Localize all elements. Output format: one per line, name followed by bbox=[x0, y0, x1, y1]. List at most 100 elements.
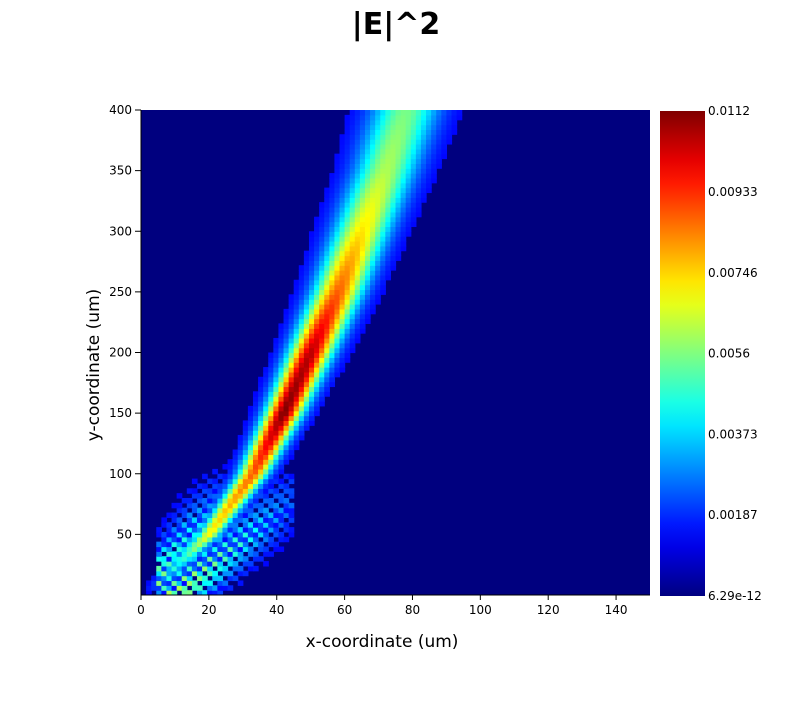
heatmap-cell bbox=[252, 527, 259, 533]
heatmap-cell bbox=[232, 498, 239, 504]
heatmap-cell bbox=[196, 531, 203, 538]
heatmap-cell bbox=[196, 498, 203, 504]
heatmap-cell bbox=[359, 260, 366, 266]
heatmap-cell bbox=[354, 134, 361, 140]
heatmap-cell bbox=[324, 236, 330, 242]
heatmap-cell bbox=[303, 294, 310, 300]
heatmap-cell bbox=[410, 187, 417, 194]
heatmap-cell bbox=[324, 323, 330, 329]
heatmap-cell bbox=[242, 483, 249, 489]
heatmap-cell bbox=[375, 158, 381, 164]
heatmap-cell bbox=[426, 114, 432, 121]
heatmap-cell bbox=[161, 590, 168, 595]
heatmap-cell bbox=[334, 250, 341, 257]
heatmap-cell bbox=[298, 401, 305, 407]
heatmap-cell bbox=[344, 289, 351, 295]
heatmap-cell bbox=[242, 430, 249, 436]
heatmap-cell bbox=[247, 430, 254, 436]
heatmap-cell bbox=[395, 221, 402, 227]
heatmap-cell bbox=[232, 565, 239, 572]
heatmap-cell bbox=[344, 255, 351, 261]
heatmap-cell bbox=[146, 590, 152, 595]
heatmap-cell bbox=[380, 197, 386, 203]
heatmap-cell bbox=[324, 337, 330, 344]
heatmap-cell bbox=[349, 308, 356, 315]
heatmap-cell bbox=[212, 488, 218, 494]
heatmap-cell bbox=[252, 522, 259, 528]
heatmap-cell bbox=[354, 323, 361, 329]
heatmap-cell bbox=[390, 163, 397, 169]
heatmap-cell bbox=[349, 139, 356, 145]
heatmap-cell bbox=[426, 163, 432, 169]
heatmap-cell bbox=[395, 139, 402, 145]
heatmap-cell bbox=[263, 493, 269, 499]
heatmap-cell bbox=[349, 328, 356, 334]
heatmap-cell bbox=[370, 211, 376, 218]
heatmap-cell bbox=[202, 531, 208, 538]
heatmap-cell bbox=[252, 434, 259, 441]
heatmap-cell bbox=[405, 207, 412, 213]
heatmap-cell bbox=[364, 226, 371, 232]
heatmap-cell bbox=[354, 173, 361, 179]
heatmap-cell bbox=[237, 478, 244, 485]
heatmap-cell bbox=[303, 279, 310, 286]
heatmap-cell bbox=[446, 119, 453, 126]
heatmap-cell bbox=[196, 536, 203, 543]
heatmap-cell bbox=[441, 143, 447, 150]
heatmap-cell bbox=[278, 337, 285, 344]
heatmap-cell bbox=[349, 294, 356, 300]
heatmap-cell bbox=[278, 323, 285, 329]
heatmap-cell bbox=[314, 391, 320, 397]
heatmap-cell bbox=[263, 522, 269, 528]
heatmap-cell bbox=[405, 134, 412, 140]
heatmap-cell bbox=[232, 493, 239, 499]
heatmap-cell bbox=[400, 143, 407, 150]
heatmap-cell bbox=[247, 405, 254, 412]
heatmap-cell bbox=[380, 260, 386, 266]
heatmap-cell bbox=[344, 139, 351, 145]
heatmap-cell bbox=[263, 478, 269, 485]
heatmap-cell bbox=[237, 434, 244, 441]
heatmap-cell bbox=[237, 488, 244, 494]
heatmap-cell bbox=[181, 580, 188, 586]
heatmap-cell bbox=[395, 250, 402, 257]
heatmap-cell bbox=[349, 187, 356, 194]
heatmap-cell bbox=[217, 580, 224, 586]
heatmap-cell bbox=[410, 139, 417, 145]
heatmap-cell bbox=[247, 561, 254, 567]
heatmap-cell bbox=[319, 352, 325, 358]
heatmap-cell bbox=[334, 158, 341, 164]
heatmap-cell bbox=[217, 590, 224, 595]
heatmap-cell bbox=[263, 468, 269, 475]
heatmap-cell bbox=[232, 478, 239, 485]
heatmap-cell bbox=[242, 541, 249, 548]
heatmap-cell bbox=[273, 541, 280, 548]
colorbar-tick-label: 0.0056 bbox=[708, 347, 750, 361]
heatmap-cell bbox=[354, 337, 361, 344]
heatmap-cell bbox=[171, 531, 178, 538]
heatmap-cell bbox=[298, 270, 305, 276]
heatmap-cell bbox=[446, 114, 453, 121]
heatmap-cell bbox=[227, 512, 234, 518]
heatmap-cell bbox=[232, 517, 239, 523]
heatmap-cell bbox=[237, 459, 244, 465]
heatmap-cell bbox=[207, 517, 213, 523]
heatmap-cell bbox=[319, 284, 325, 291]
heatmap-cell bbox=[191, 478, 198, 485]
heatmap-cell bbox=[370, 114, 376, 121]
heatmap-cell bbox=[278, 362, 285, 368]
heatmap-cell bbox=[344, 260, 351, 266]
heatmap-cell bbox=[441, 129, 447, 135]
heatmap-cell bbox=[288, 342, 295, 349]
heatmap-cell bbox=[370, 240, 376, 247]
heatmap-cell bbox=[410, 114, 417, 121]
heatmap-cell bbox=[283, 439, 290, 446]
heatmap-cell bbox=[344, 202, 351, 208]
heatmap-cell bbox=[344, 347, 351, 354]
heatmap-cell bbox=[364, 299, 371, 305]
heatmap-cell bbox=[420, 163, 427, 169]
heatmap-cell bbox=[405, 114, 412, 121]
heatmap-cell bbox=[354, 255, 361, 261]
heatmap-cell bbox=[395, 148, 402, 155]
heatmap-cell bbox=[339, 362, 346, 368]
